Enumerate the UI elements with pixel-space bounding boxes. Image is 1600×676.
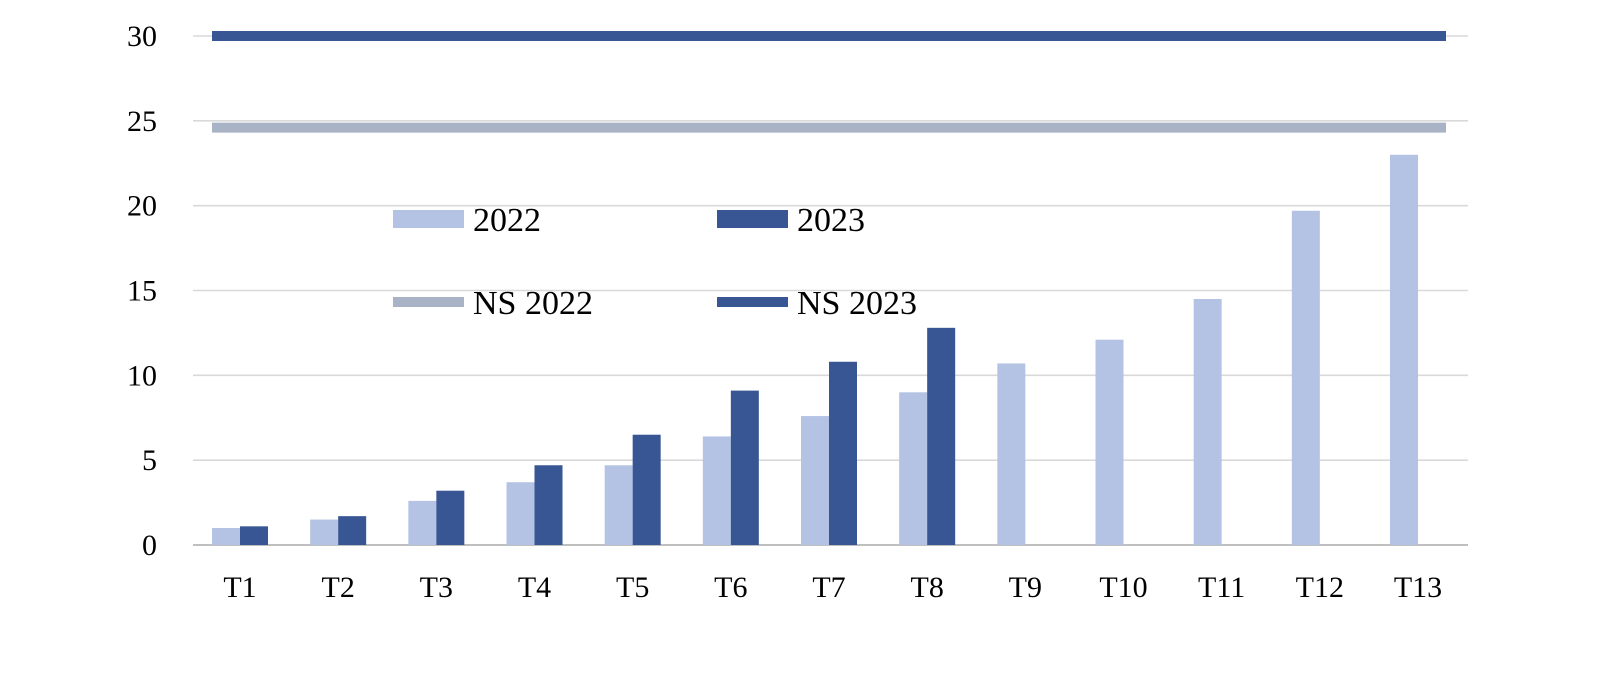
y-tick-label: 10 bbox=[127, 359, 157, 392]
x-tick-label: T5 bbox=[616, 571, 649, 604]
bar-2023-T3 bbox=[436, 490, 465, 545]
bar-2022-T2 bbox=[310, 519, 339, 545]
x-tick-label: T2 bbox=[322, 571, 355, 604]
reference-lines bbox=[212, 31, 1446, 133]
legend-label: 2023 bbox=[797, 202, 865, 239]
x-axis-ticks: T1 T2 T3 T4 T5 T6 T7 T8 T9 T10 T11 T12 T13 bbox=[223, 571, 1442, 604]
bar-2022-T8 bbox=[899, 392, 928, 545]
x-tick-label: T6 bbox=[714, 571, 747, 604]
legend-swatch bbox=[717, 210, 788, 228]
x-tick-label: T12 bbox=[1296, 571, 1344, 604]
x-tick-label: T4 bbox=[518, 571, 551, 604]
x-tick-label: T8 bbox=[911, 571, 944, 604]
legend-label: NS 2023 bbox=[797, 285, 917, 322]
bar-2023-T4 bbox=[534, 465, 563, 545]
bar-2022-T7 bbox=[801, 416, 829, 545]
bar-2023-T1 bbox=[240, 526, 268, 545]
legend: 2022 2023 NS 2022 NS 2023 bbox=[393, 202, 917, 322]
bar-2023-T8 bbox=[927, 327, 956, 545]
bar-2023-T5 bbox=[632, 434, 661, 545]
y-tick-label: 15 bbox=[127, 275, 157, 308]
bar-2022-T12 bbox=[1291, 210, 1320, 546]
y-tick-label: 5 bbox=[142, 444, 157, 477]
x-tick-label: T13 bbox=[1394, 571, 1442, 604]
y-tick-label: 25 bbox=[127, 105, 157, 138]
y-tick-label: 30 bbox=[127, 20, 157, 53]
legend-label: NS 2022 bbox=[473, 285, 593, 322]
x-tick-label: T9 bbox=[1009, 571, 1042, 604]
legend-swatch bbox=[393, 210, 464, 228]
bar-2022-T11 bbox=[1193, 298, 1222, 545]
y-tick-label: 0 bbox=[142, 529, 157, 562]
bar-2022-T5 bbox=[604, 465, 633, 545]
x-tick-label: T3 bbox=[420, 571, 453, 604]
x-tick-label: T11 bbox=[1198, 571, 1245, 604]
x-tick-label: T1 bbox=[223, 571, 256, 604]
legend-swatch bbox=[717, 297, 788, 307]
x-tick-label: T7 bbox=[812, 571, 845, 604]
bar-2023-T6 bbox=[730, 390, 759, 545]
bar-2022-T4 bbox=[506, 482, 535, 545]
legend-label: 2022 bbox=[473, 202, 541, 239]
bars bbox=[212, 154, 1418, 546]
bar-2022-T10 bbox=[1095, 339, 1124, 545]
bar-2022-T1 bbox=[212, 528, 240, 545]
y-axis-ticks: 0 5 10 15 20 25 30 bbox=[127, 20, 157, 562]
bar-2022-T9 bbox=[997, 363, 1026, 545]
bar-2022-T6 bbox=[702, 436, 731, 545]
y-tick-label: 20 bbox=[127, 190, 157, 223]
bar-2022-T3 bbox=[408, 500, 437, 545]
bar-2023-T2 bbox=[338, 516, 367, 545]
bar-2023-T7 bbox=[829, 361, 857, 545]
bar-2022-T13 bbox=[1390, 154, 1418, 545]
legend-swatch bbox=[393, 297, 464, 307]
x-tick-label: T10 bbox=[1099, 571, 1147, 604]
